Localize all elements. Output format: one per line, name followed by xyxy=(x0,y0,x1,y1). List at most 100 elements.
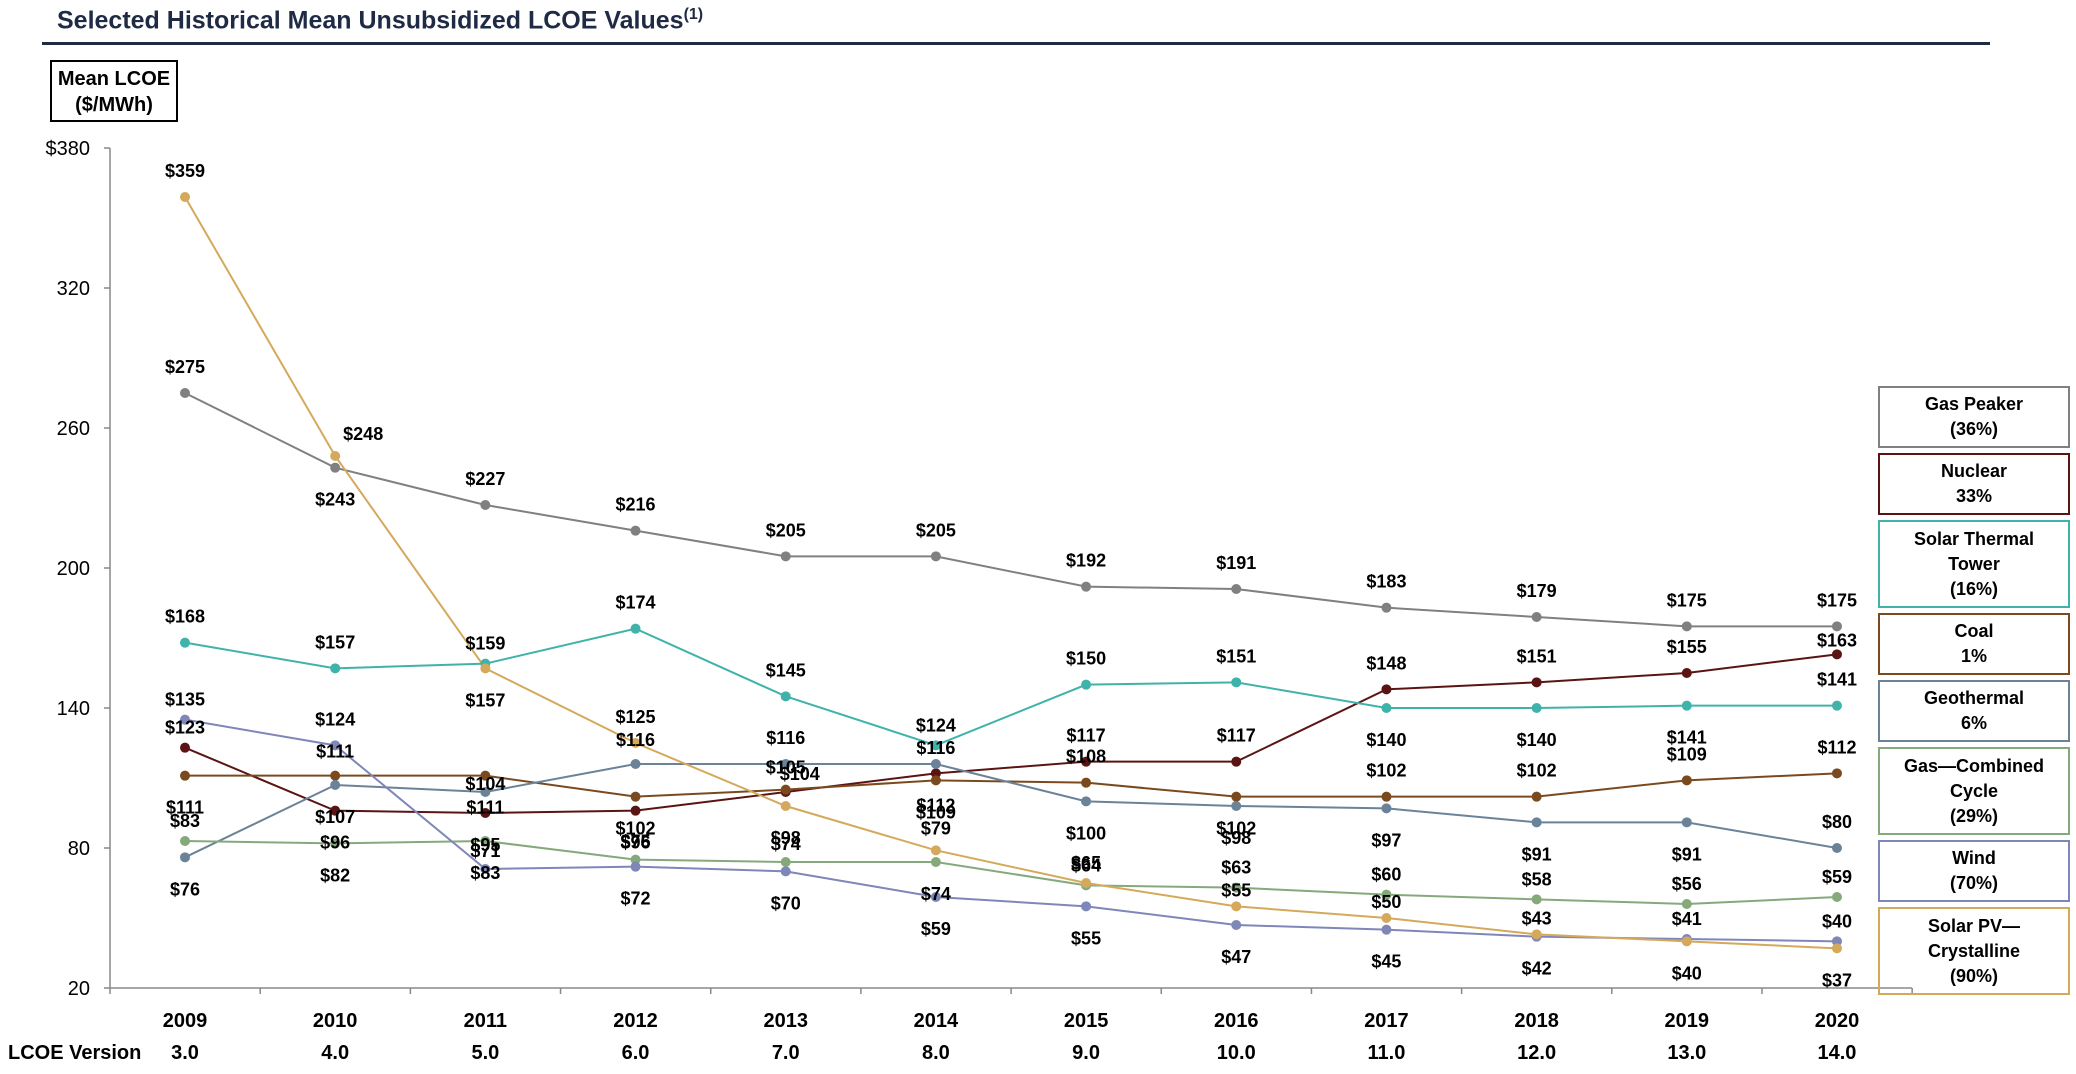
data-point xyxy=(330,740,341,751)
version-label: 10.0 xyxy=(1217,1042,1256,1064)
data-point xyxy=(1531,929,1542,940)
data-label: $148 xyxy=(1366,653,1406,673)
data-point xyxy=(1531,817,1542,828)
data-label: $40 xyxy=(1672,963,1702,983)
data-point xyxy=(930,892,941,902)
data-point xyxy=(330,780,341,790)
data-label: $37 xyxy=(1822,970,1852,990)
data-point xyxy=(1231,882,1242,893)
legend-text: Gas Peaker xyxy=(1924,394,2024,414)
version-label: 14.0 xyxy=(1818,1042,1857,1064)
legend-item: Gas—Combined Cycle (29%) xyxy=(1878,747,2070,835)
data-label: $109 xyxy=(1667,744,1707,764)
version-label: 13.0 xyxy=(1667,1042,1706,1064)
legend-text: Solar PV— xyxy=(1927,915,2020,936)
data-point xyxy=(1531,703,1542,713)
version-label: 4.0 xyxy=(321,1042,349,1064)
data-label: $141 xyxy=(1667,728,1707,748)
data-point xyxy=(630,525,641,536)
data-point xyxy=(1831,892,1842,902)
data-label: $98 xyxy=(1221,828,1251,848)
data-label: $175 xyxy=(1667,590,1707,610)
data-label: $71 xyxy=(470,841,500,861)
data-point xyxy=(1531,791,1542,802)
x-tick-label: 2010 xyxy=(313,1010,358,1032)
data-point xyxy=(1381,889,1392,900)
version-label: 12.0 xyxy=(1517,1042,1556,1064)
data-point xyxy=(1231,756,1242,767)
data-label: $243 xyxy=(315,490,355,510)
data-label: $70 xyxy=(771,893,801,913)
data-label: $116 xyxy=(916,738,955,758)
version-label: 8.0 xyxy=(922,1042,950,1064)
data-label: $47 xyxy=(1221,947,1251,967)
series-line xyxy=(184,839,1838,906)
data-point xyxy=(480,808,491,818)
data-label: $104 xyxy=(780,764,820,784)
data-label: $191 xyxy=(1216,553,1256,573)
legend-item: Nuclear 33% xyxy=(1878,453,2070,515)
data-label: $124 xyxy=(315,709,355,729)
legend-item: Solar PV— Crystalline (90%) xyxy=(1878,907,2070,995)
data-label: $102 xyxy=(1517,761,1557,781)
data-point xyxy=(1681,700,1692,711)
data-point xyxy=(1381,684,1392,695)
legend-item: Geothermal 6% xyxy=(1878,680,2070,742)
data-point xyxy=(930,768,941,779)
data-point xyxy=(930,857,941,867)
series-line xyxy=(184,653,1838,815)
data-point xyxy=(780,784,791,795)
data-point xyxy=(1231,920,1242,930)
data-label: $55 xyxy=(1071,928,1101,948)
data-point xyxy=(1831,621,1842,632)
data-label: $98 xyxy=(771,828,801,848)
data-point xyxy=(180,852,190,863)
data-label: $216 xyxy=(616,495,656,515)
data-label: $151 xyxy=(1216,646,1256,666)
legend-text: Nuclear xyxy=(1940,461,2008,481)
data-point xyxy=(480,663,491,674)
data-label: $135 xyxy=(165,690,205,710)
legend-text: (29%) xyxy=(1949,805,1998,826)
data-point xyxy=(1681,668,1692,678)
data-label: $59 xyxy=(921,919,951,939)
data-point xyxy=(180,192,190,202)
data-point xyxy=(1231,901,1242,912)
data-label: $157 xyxy=(465,690,505,710)
legend-item: Solar Thermal Tower (16%) xyxy=(1878,520,2070,608)
data-label: $117 xyxy=(1067,726,1106,746)
data-label: $41 xyxy=(1672,909,1702,929)
data-label: $83 xyxy=(170,811,200,831)
legend-text: Tower xyxy=(1948,553,2000,574)
data-point xyxy=(1831,936,1842,947)
data-point xyxy=(180,637,190,648)
data-label: $140 xyxy=(1517,730,1557,750)
data-point xyxy=(1231,801,1242,811)
legend-text: (16%) xyxy=(1949,578,1998,599)
y-axis-unit-label: Mean LCOE ($/MWh) xyxy=(50,60,178,122)
data-point xyxy=(1531,894,1542,905)
data-label: $111 xyxy=(316,742,354,762)
data-point xyxy=(630,791,641,802)
data-label: $141 xyxy=(1817,670,1857,690)
data-point xyxy=(630,623,641,634)
data-point xyxy=(330,838,341,849)
data-point xyxy=(1231,791,1242,802)
data-label: $205 xyxy=(766,520,806,540)
data-point xyxy=(930,551,941,562)
data-point xyxy=(1681,936,1692,947)
data-label: $248 xyxy=(343,424,383,444)
data-point xyxy=(1231,584,1242,594)
version-label: 6.0 xyxy=(622,1042,650,1064)
legend-text: Cycle xyxy=(1949,780,1999,801)
data-point xyxy=(330,451,341,461)
data-label: $125 xyxy=(616,707,656,727)
data-point xyxy=(1081,878,1092,888)
data-label: $107 xyxy=(315,807,355,827)
x-tick-label: 2016 xyxy=(1214,1010,1259,1032)
data-label: $163 xyxy=(1817,630,1857,650)
x-tick-label: 2018 xyxy=(1514,1010,1559,1032)
data-label: $112 xyxy=(916,795,955,815)
data-label: $75 xyxy=(621,832,651,852)
